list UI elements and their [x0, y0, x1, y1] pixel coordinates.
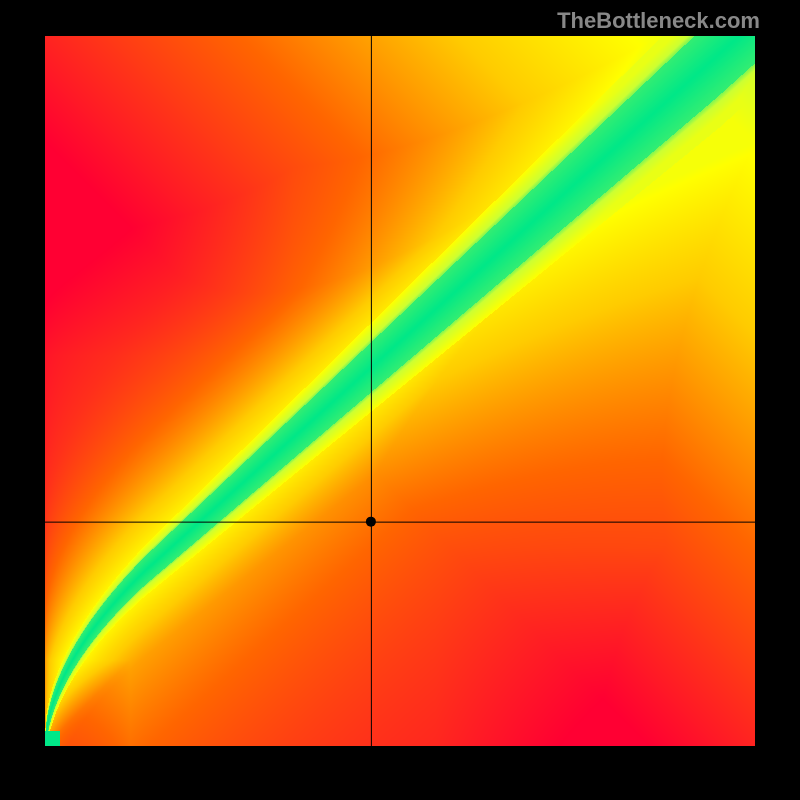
heatmap-plot [45, 36, 755, 746]
chart-container: TheBottleneck.com [0, 0, 800, 800]
heatmap-canvas [45, 36, 755, 746]
watermark-label: TheBottleneck.com [557, 8, 760, 34]
